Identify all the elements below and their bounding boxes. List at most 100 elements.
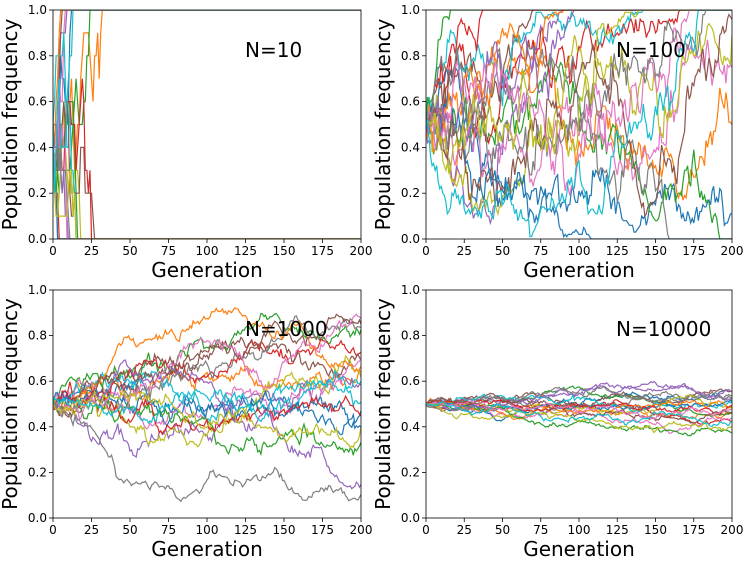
x-axis-label: Generation xyxy=(151,258,263,282)
y-tick-label: 0.8 xyxy=(28,329,47,343)
x-tick-label: 100 xyxy=(568,523,591,537)
y-tick-label: 1.0 xyxy=(28,283,47,297)
x-tick-label: 100 xyxy=(568,244,591,258)
y-tick-label: 0.0 xyxy=(28,511,47,525)
x-axis-label: Generation xyxy=(523,537,635,561)
series-line-12 xyxy=(426,10,732,154)
series-line-15 xyxy=(426,380,732,412)
series-line-2 xyxy=(426,42,732,201)
x-tick-label: 50 xyxy=(122,244,137,258)
x-axis-label: Generation xyxy=(151,537,263,561)
x-tick-label: 25 xyxy=(84,244,99,258)
x-tick-label: 200 xyxy=(350,244,373,258)
panel-annotation: N=10000 xyxy=(616,317,711,341)
panel-annotation: N=1000 xyxy=(245,317,328,341)
y-tick-label: 0.6 xyxy=(401,374,420,388)
series-line-15 xyxy=(426,10,732,143)
y-axis-label: Population frequency xyxy=(371,298,395,510)
series-line-19 xyxy=(426,10,732,175)
y-tick-label: 0.0 xyxy=(401,511,420,525)
y-tick-label: 1.0 xyxy=(28,3,47,17)
x-tick-label: 175 xyxy=(682,244,705,258)
series-line-16 xyxy=(426,13,732,218)
series-line-14 xyxy=(426,10,732,125)
panel-annotation: N=100 xyxy=(616,38,686,62)
x-tick-label: 150 xyxy=(644,244,667,258)
series-line-16 xyxy=(53,313,361,417)
x-tick-label: 125 xyxy=(606,244,629,258)
series-line-20 xyxy=(426,400,732,427)
series-line-1 xyxy=(426,66,732,233)
y-tick-label: 1.0 xyxy=(401,283,420,297)
x-tick-label: 25 xyxy=(457,244,472,258)
series-line-18 xyxy=(53,401,361,503)
series-line-20 xyxy=(426,10,732,238)
x-tick-label: 175 xyxy=(682,523,705,537)
series-line-16 xyxy=(426,394,732,424)
panel-4: 0 25 50 75 100 125 150 175 200 0.0 0.2 0.4 0.6 0.8 1.0… xyxy=(371,283,743,561)
x-tick-label: 150 xyxy=(644,523,667,537)
x-tick-label: 150 xyxy=(273,523,296,537)
series-line-9 xyxy=(426,22,732,217)
x-tick-label: 50 xyxy=(495,244,510,258)
x-tick-label: 25 xyxy=(84,523,99,537)
panel-3: 0 25 50 75 100 125 150 175 200 0.0 0.2 0.4 0.6 0.8 1.0… xyxy=(0,283,372,561)
y-tick-label: 0.0 xyxy=(401,232,420,246)
series-line-19 xyxy=(426,402,732,434)
x-tick-label: 75 xyxy=(533,523,548,537)
x-tick-label: 0 xyxy=(49,244,57,258)
panel-1: 0 25 50 75 100 125 150 175 200 0.0 0.2 0.4 0.6 0.8 1.0… xyxy=(0,3,372,282)
series-group xyxy=(53,307,361,503)
x-tick-label: 50 xyxy=(122,523,137,537)
y-tick-label: 0.2 xyxy=(28,465,47,479)
x-tick-label: 175 xyxy=(311,523,334,537)
x-tick-label: 125 xyxy=(234,523,257,537)
series-line-13 xyxy=(426,401,732,437)
panels: 0 25 50 75 100 125 150 175 200 0.0 0.2 0.4 0.6 0.8 1.0… xyxy=(0,3,743,561)
y-tick-label: 0.4 xyxy=(28,140,47,154)
x-tick-label: 200 xyxy=(721,523,744,537)
x-tick-label: 25 xyxy=(457,523,472,537)
series-group xyxy=(426,10,732,239)
y-tick-label: 1.0 xyxy=(401,3,420,17)
series-line-19 xyxy=(53,389,361,449)
x-tick-label: 175 xyxy=(311,244,334,258)
x-tick-label: 200 xyxy=(721,244,744,258)
x-tick-label: 0 xyxy=(422,523,430,537)
series-line-14 xyxy=(426,398,732,417)
y-tick-label: 0.4 xyxy=(28,420,47,434)
y-axis-label: Population frequency xyxy=(0,298,22,510)
y-axis-label: Population frequency xyxy=(0,18,22,230)
y-tick-label: 0.6 xyxy=(28,95,47,109)
series-line-17 xyxy=(426,10,732,196)
x-tick-label: 150 xyxy=(273,244,296,258)
series-line-20 xyxy=(53,379,361,425)
series-line-17 xyxy=(53,313,361,420)
y-tick-label: 0.0 xyxy=(28,232,47,246)
x-tick-label: 50 xyxy=(495,523,510,537)
series-line-11 xyxy=(426,95,732,239)
y-tick-label: 0.2 xyxy=(401,465,420,479)
series-line-18 xyxy=(426,385,732,413)
series-group xyxy=(426,380,732,437)
y-tick-label: 0.8 xyxy=(28,49,47,63)
series-line-14 xyxy=(53,389,361,436)
series-line-10 xyxy=(426,393,732,413)
x-tick-label: 125 xyxy=(606,523,629,537)
x-tick-label: 200 xyxy=(350,523,373,537)
y-tick-label: 0.4 xyxy=(401,140,420,154)
y-tick-label: 0.2 xyxy=(28,186,47,200)
y-axis-label: Population frequency xyxy=(371,18,395,230)
x-tick-label: 0 xyxy=(49,523,57,537)
x-axis-label: Generation xyxy=(523,258,635,282)
x-tick-label: 100 xyxy=(196,523,219,537)
x-tick-label: 0 xyxy=(422,244,430,258)
series-line-15 xyxy=(53,359,361,490)
y-tick-label: 0.8 xyxy=(401,49,420,63)
x-tick-label: 75 xyxy=(161,523,176,537)
x-tick-label: 75 xyxy=(161,244,176,258)
panel-2: 0 25 50 75 100 125 150 175 200 0.0 0.2 0.4 0.6 0.8 1.0… xyxy=(371,3,743,282)
x-tick-label: 75 xyxy=(533,244,548,258)
